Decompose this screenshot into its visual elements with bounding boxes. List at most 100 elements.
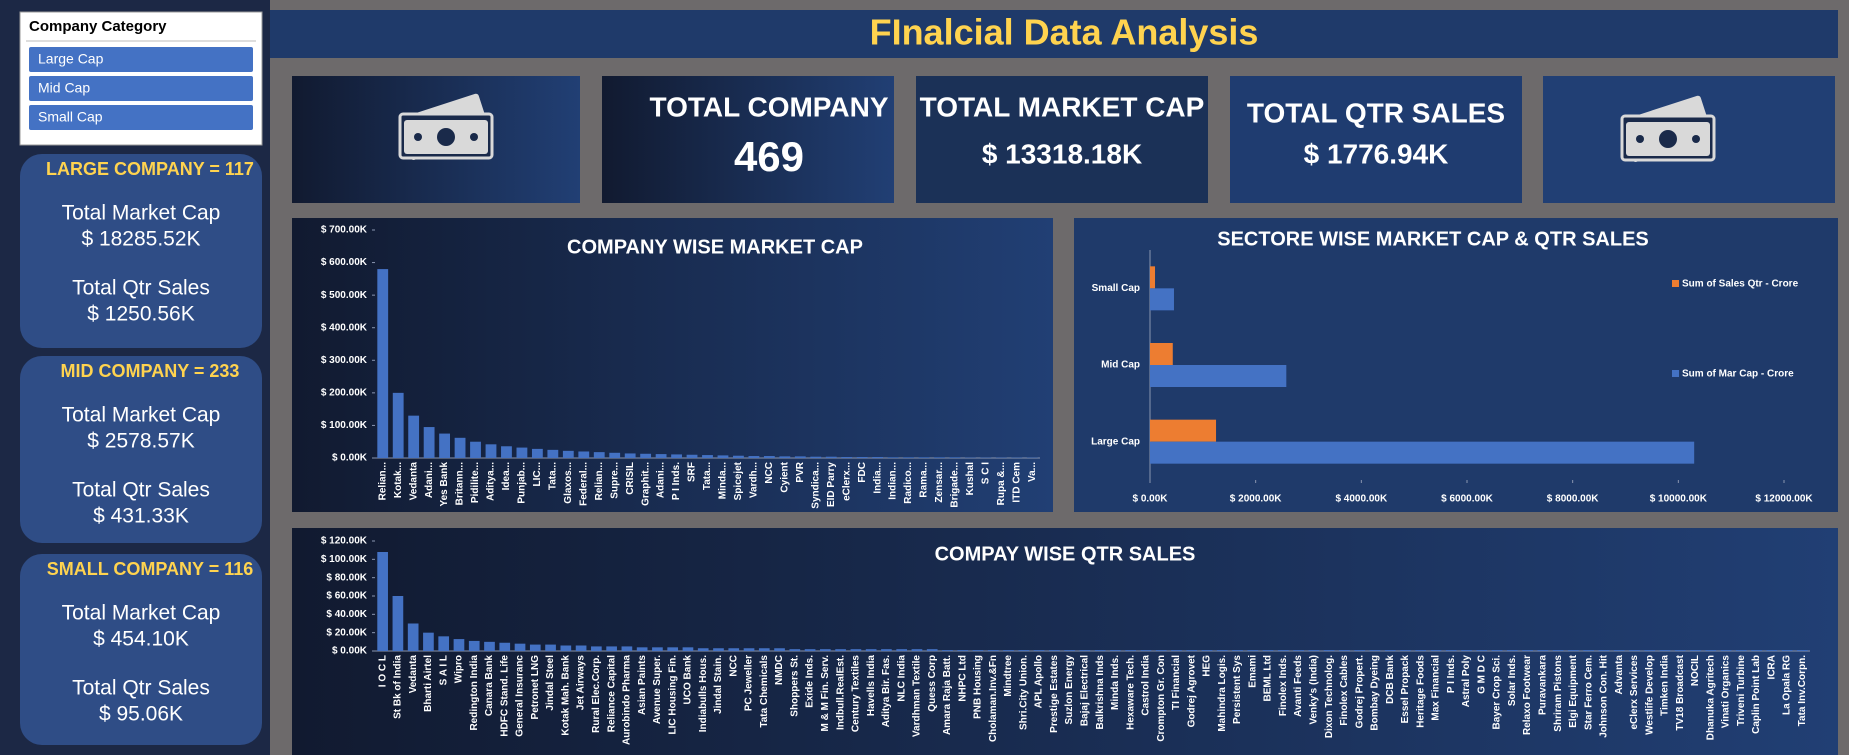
x-tick-label: Bharti Airtel — [423, 655, 434, 712]
x-tick-label: $ 10000.00K — [1650, 494, 1708, 505]
bar — [942, 650, 953, 651]
x-tick-label: Vardhman Textile — [912, 655, 923, 738]
bar — [789, 649, 801, 651]
card-label: Total Qtr Sales — [72, 277, 210, 300]
bar — [743, 648, 755, 651]
bar — [1155, 650, 1167, 651]
x-tick-label: NCC — [728, 655, 739, 677]
card-label: Total Qtr Sales — [72, 677, 210, 700]
bar — [1064, 650, 1075, 651]
x-tick-label: $ 0.00K — [1132, 494, 1168, 505]
x-tick-label: Redington India — [469, 655, 480, 731]
x-tick-label: Aditya Bir. Fas. — [881, 655, 892, 727]
x-tick-label: Shri.City Union. — [1018, 655, 1029, 730]
x-tick-label: Triveni Turbine — [1736, 655, 1747, 726]
bar — [1506, 650, 1518, 651]
bar — [501, 446, 512, 458]
x-tick-label: Kotak Mah. Bank — [560, 655, 571, 736]
bar — [454, 437, 466, 458]
y-tick-label: $ 700.00K — [321, 225, 368, 236]
x-tick-label: LIC... — [532, 462, 543, 487]
bar — [1354, 650, 1365, 651]
bar — [1445, 650, 1457, 651]
x-tick-label: Punjab... — [517, 462, 528, 504]
chart-title: SECTORE WISE MARKET CAP & QTR SALES — [1217, 228, 1649, 250]
x-tick-label: Shriram Pistons — [1553, 655, 1564, 732]
card-label: Total Market Cap — [62, 404, 221, 427]
x-tick-label: Va... — [1027, 462, 1038, 482]
x-tick-label: BEML Ltd — [1263, 655, 1274, 701]
bar — [1690, 650, 1701, 651]
kpis: TOTAL COMPANY 469 TOTAL MARKET CAP $ 13318.… — [602, 76, 1522, 203]
x-tick-label: Vedanta — [408, 655, 419, 694]
x-tick-label: HDFC Stand. Life — [499, 655, 510, 737]
bar — [1216, 650, 1228, 651]
bar — [1003, 650, 1014, 651]
x-tick-label: Godrej Agrovet — [1186, 654, 1197, 727]
x-tick-label: Jindal Stain. — [713, 655, 724, 714]
slicer-item[interactable] — [29, 47, 253, 72]
x-tick-label: Relian... — [594, 462, 605, 501]
bar — [903, 457, 914, 458]
kpi-box — [602, 76, 894, 203]
bar — [593, 452, 605, 458]
x-tick-label: Aditya... — [486, 462, 497, 501]
dashboard-title: FInalcial Data Analysis — [870, 12, 1259, 53]
x-tick-label: Cyient — [779, 461, 790, 492]
slicer-item[interactable] — [29, 105, 253, 130]
x-tick-label: I O C L — [377, 655, 388, 687]
x-tick-label: Venky's (India) — [1308, 655, 1319, 725]
x-tick-label: Britann... — [455, 462, 466, 506]
x-tick-label: DCB Bank — [1385, 655, 1396, 704]
bar — [671, 454, 682, 458]
card-value: $ 2578.57K — [87, 430, 194, 453]
bar — [531, 448, 543, 458]
bar — [621, 646, 633, 651]
bar — [499, 642, 511, 651]
card-heading: SMALL COMPANY = 116 — [47, 559, 254, 579]
bar — [408, 415, 420, 458]
card-value: $ 1250.56K — [87, 303, 194, 326]
x-tick-label: Hexaware Tech. — [1125, 655, 1136, 730]
y-tick-label: $ 400.00K — [321, 322, 368, 333]
kpi-label: TOTAL COMPANY — [649, 91, 888, 122]
bar — [1033, 650, 1045, 651]
bar — [779, 456, 791, 458]
bar — [748, 456, 760, 458]
x-tick-label: Essel Propack — [1400, 655, 1411, 724]
x-tick-label: Idea... — [501, 462, 512, 491]
chart-panel — [292, 218, 1053, 512]
slicer-item[interactable] — [29, 76, 253, 101]
x-tick-label: Pidilite... — [470, 462, 481, 503]
bar — [578, 451, 590, 458]
x-tick-label: Glaxos... — [563, 462, 574, 504]
bar — [1537, 650, 1549, 651]
bar — [1568, 650, 1579, 651]
x-tick-label: $ 6000.00K — [1441, 494, 1493, 505]
x-tick-label: Max Financial — [1431, 655, 1442, 721]
x-tick-label: Dhanuka Agritech — [1705, 655, 1716, 740]
x-tick-label: Johnson Con. Hit — [1599, 654, 1610, 737]
x-tick-label: Star Ferro Cem. — [1583, 655, 1594, 730]
kpi-label: TOTAL MARKET CAP — [920, 91, 1205, 122]
x-tick-label: Rama... — [919, 462, 930, 498]
x-tick-label: CRISIL — [625, 462, 636, 495]
bar — [1277, 650, 1289, 651]
x-tick-label: G M D C — [1476, 655, 1487, 694]
bar — [377, 552, 388, 651]
bar — [825, 456, 837, 458]
bar — [1751, 650, 1762, 651]
card-heading: LARGE COMPANY = 117 — [46, 159, 254, 179]
x-tick-label: Adani... — [656, 462, 667, 498]
x-tick-label: Persistent Sys — [1232, 655, 1243, 724]
x-tick-label: HEG — [1202, 655, 1213, 677]
bar — [1583, 650, 1594, 651]
x-tick-label: Vedanta — [408, 462, 419, 501]
x-tick-label: Dixon Technolog. — [1324, 655, 1335, 738]
bar — [1781, 650, 1793, 651]
chart-title: COMPAY WISE QTR SALES — [935, 543, 1196, 565]
bar — [1339, 650, 1350, 651]
x-tick-label: $ 4000.00K — [1335, 494, 1387, 505]
x-tick-label: Suzlon Energy — [1064, 655, 1075, 725]
x-tick-label: Amara Raja Batt. — [942, 655, 953, 735]
